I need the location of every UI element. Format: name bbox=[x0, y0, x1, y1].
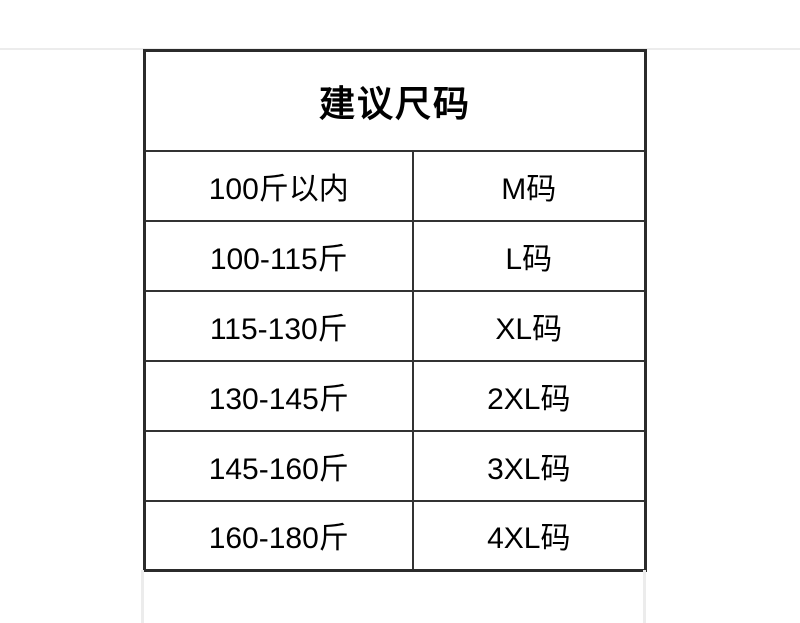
size-chart-body: 100斤以内 M码 100-115斤 L码 115-130斤 XL码 130-145斤 2XL… bbox=[143, 149, 647, 572]
size-chart-row: 100-115斤 L码 bbox=[143, 219, 647, 292]
size-cell: XL码 bbox=[411, 289, 647, 362]
size-chart-row: 160-180斤 4XL码 bbox=[143, 499, 647, 572]
size-chart-row: 130-145斤 2XL码 bbox=[143, 359, 647, 432]
size-chart-title: 建议尺码 bbox=[143, 49, 647, 152]
image-edge-line-right bbox=[643, 570, 646, 623]
image-edge-line-left bbox=[141, 570, 144, 623]
size-chart-row: 100斤以内 M码 bbox=[143, 149, 647, 222]
weight-range-cell: 160-180斤 bbox=[143, 499, 414, 572]
size-chart-table: 建议尺码 100斤以内 M码 100-115斤 L码 115-130斤 XL码 130-14… bbox=[143, 49, 648, 572]
size-chart-row: 115-130斤 XL码 bbox=[143, 289, 647, 362]
weight-range-cell: 115-130斤 bbox=[143, 289, 414, 362]
size-cell: M码 bbox=[411, 149, 647, 222]
size-cell: 2XL码 bbox=[411, 359, 647, 432]
weight-range-cell: 145-160斤 bbox=[143, 429, 414, 502]
size-chart-title-row: 建议尺码 bbox=[143, 49, 647, 152]
weight-range-cell: 130-145斤 bbox=[143, 359, 414, 432]
weight-range-cell: 100斤以内 bbox=[143, 149, 414, 222]
size-chart-row: 145-160斤 3XL码 bbox=[143, 429, 647, 502]
weight-range-cell: 100-115斤 bbox=[143, 219, 414, 292]
size-cell: 4XL码 bbox=[411, 499, 647, 572]
size-cell: L码 bbox=[411, 219, 647, 292]
size-cell: 3XL码 bbox=[411, 429, 647, 502]
size-chart-header: 建议尺码 bbox=[143, 49, 647, 152]
